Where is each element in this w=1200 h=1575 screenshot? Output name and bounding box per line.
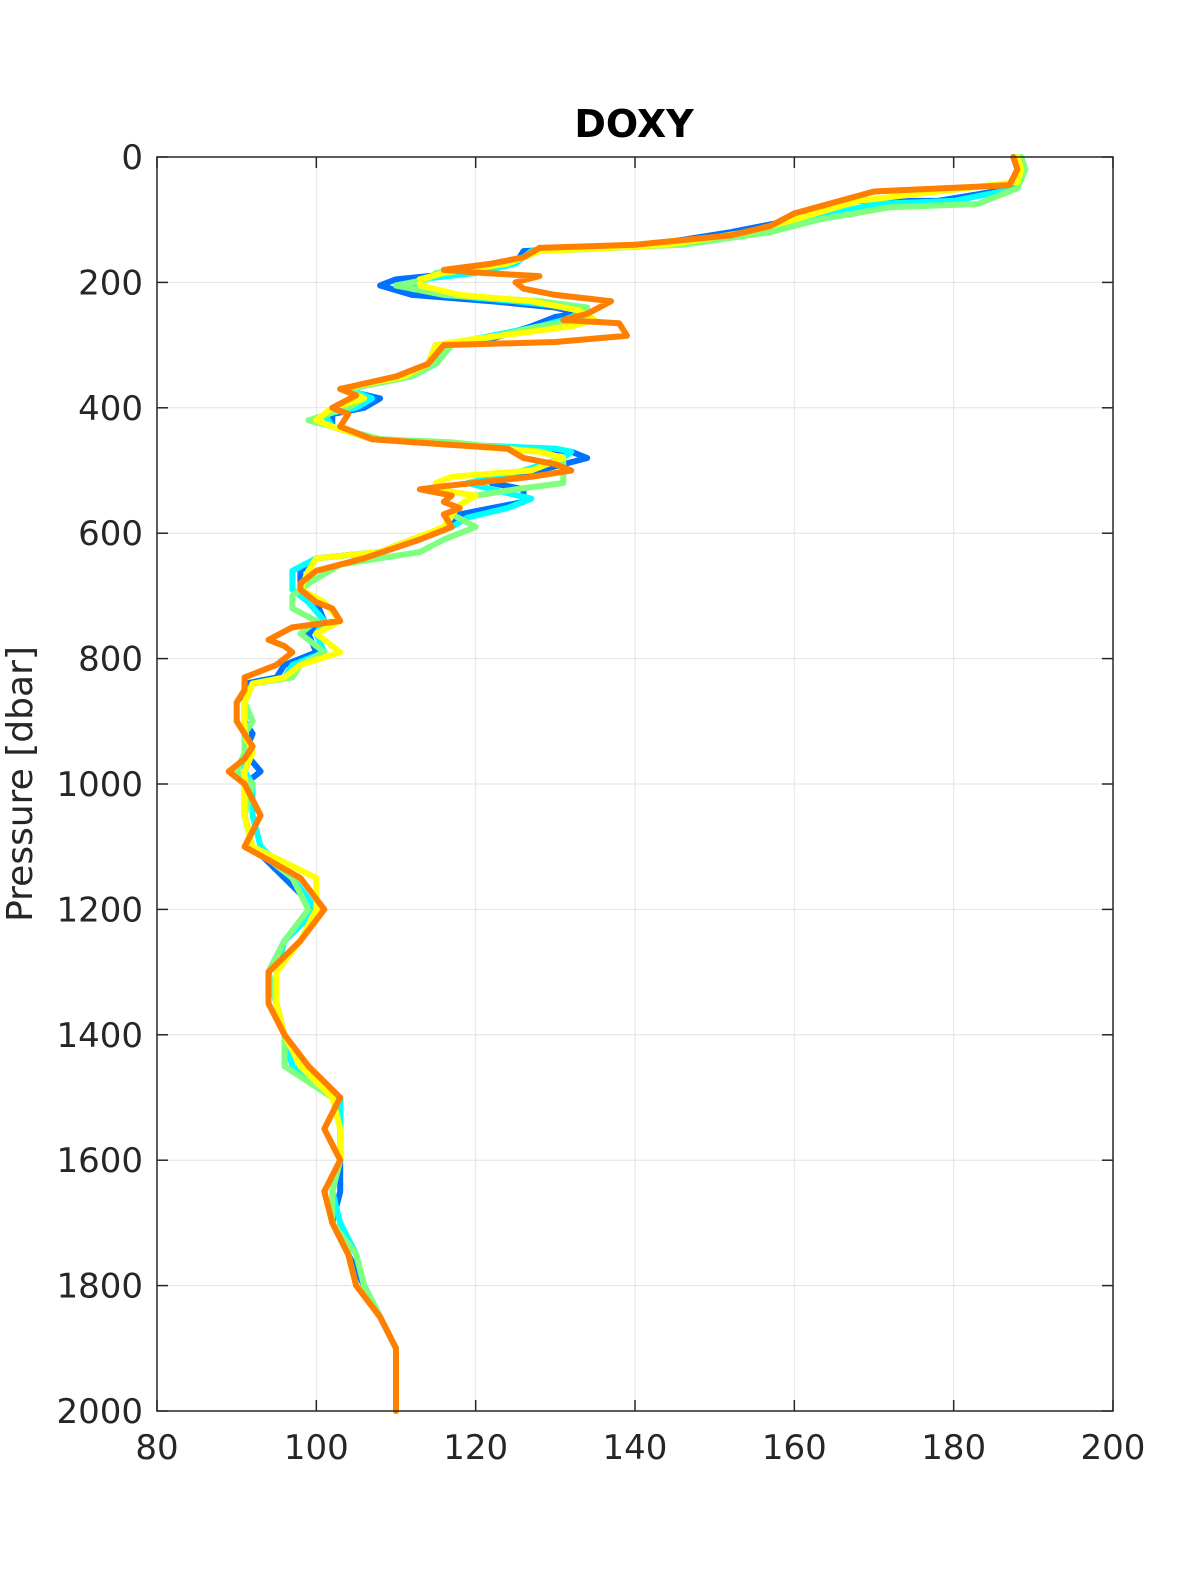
x-tick-label: 200 xyxy=(1081,1428,1146,1468)
x-tick-label: 80 xyxy=(135,1428,178,1468)
y-tick-label: 1600 xyxy=(56,1141,143,1181)
y-tick-label: 800 xyxy=(78,640,143,680)
y-axis-label: Pressure [dbar] xyxy=(0,646,41,922)
x-tick-label: 160 xyxy=(762,1428,827,1468)
y-tick-labels: 0 200 400 600 800 1000 1200 1400 1600 1800 2000 xyxy=(56,138,143,1432)
x-tick-label: 140 xyxy=(603,1428,668,1468)
series-line-5 xyxy=(225,154,1021,1414)
grid xyxy=(156,156,1114,1412)
y-tick-label: 1400 xyxy=(56,1016,143,1056)
x-tick-label: 100 xyxy=(284,1428,349,1468)
y-tick-label: 1000 xyxy=(56,765,143,805)
y-tick-label: 1800 xyxy=(56,1267,143,1307)
series-layer xyxy=(225,154,1029,1414)
chart-title: DOXY xyxy=(574,102,694,146)
x-tick-labels: 80 100 120 140 160 180 200 xyxy=(135,1428,1145,1468)
y-tick-label: 1200 xyxy=(56,890,143,930)
x-tick-label: 180 xyxy=(921,1428,986,1468)
y-tick-label: 400 xyxy=(78,389,143,429)
y-tick-label: 200 xyxy=(78,263,143,303)
y-tick-label: 600 xyxy=(78,514,143,554)
ticks xyxy=(156,156,1114,1412)
y-tick-label: 0 xyxy=(121,138,143,178)
y-tick-label: 2000 xyxy=(56,1392,143,1432)
x-tick-label: 120 xyxy=(443,1428,508,1468)
